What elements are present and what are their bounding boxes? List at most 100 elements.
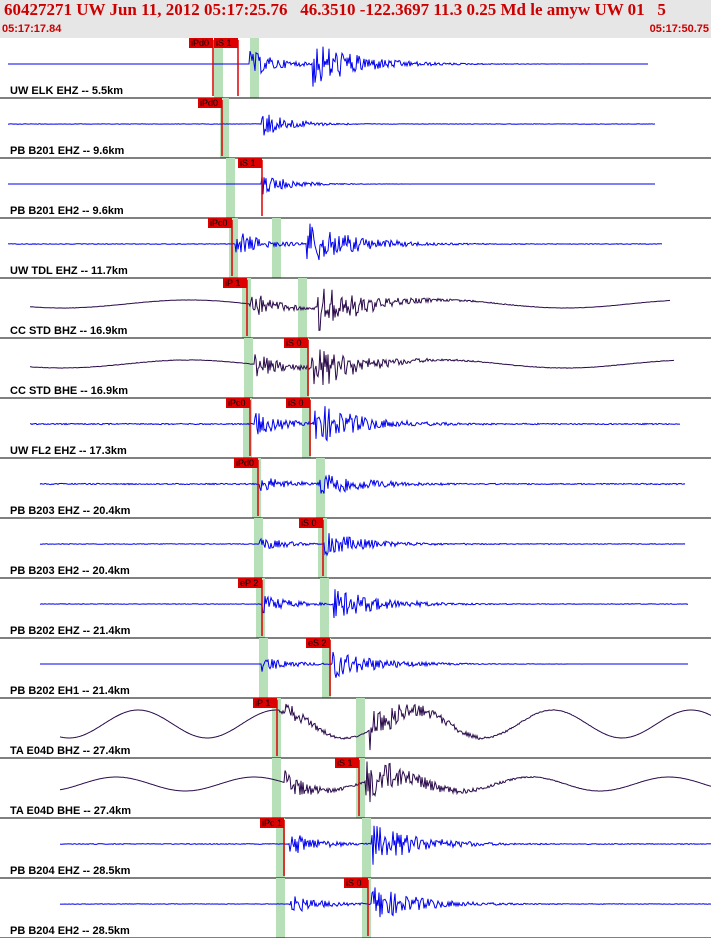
- pick-label: eS 2: [308, 638, 327, 648]
- waveform-trace: [59, 761, 711, 803]
- station-label: PB B201 EH2 -- 9.6km: [10, 205, 124, 217]
- trace-row[interactable]: iPd0 PB B201 EHZ -- 9.6km: [0, 98, 711, 159]
- pick-window: [322, 638, 331, 698]
- pick-window: [229, 218, 238, 278]
- pick-window: [214, 38, 223, 98]
- waveform-trace: [30, 406, 681, 442]
- pick-window: [276, 878, 285, 938]
- trace-row[interactable]: iPc0 UW TDL EHZ -- 11.7km: [0, 218, 711, 279]
- end-time-label: 05:17:50.75: [649, 23, 709, 35]
- pick-label-box[interactable]: [226, 398, 250, 408]
- start-time-label: 05:17:17.84: [2, 23, 62, 35]
- trace-row[interactable]: iPd0 PB B203 EHZ -- 20.4km: [0, 458, 711, 519]
- pick-label-box[interactable]: [306, 638, 330, 648]
- trace-row[interactable]: iPc 1 PB B204 EHZ -- 28.5km: [0, 818, 711, 879]
- waveform-trace: [8, 46, 648, 87]
- station-label: PB B201 EHZ -- 9.6km: [10, 145, 125, 157]
- station-label: CC STD BHE -- 16.9km: [10, 385, 128, 397]
- trace-row[interactable]: iP 1 TA E04D BHZ -- 27.4km: [0, 698, 711, 759]
- waveform-trace: [8, 114, 656, 136]
- pick-label-box[interactable]: [344, 878, 368, 888]
- seismogram-panel[interactable]: iPd0 iS 1 UW ELK EHZ -- 5.5km iPd0 PB B201 E…: [0, 38, 711, 938]
- trace-row[interactable]: iS 1 TA E04D BHE -- 27.4km: [0, 758, 711, 819]
- waveform-trace: [29, 349, 675, 386]
- pick-label: iS 0: [346, 878, 362, 888]
- pick-window: [272, 218, 281, 278]
- pick-label-box[interactable]: [223, 278, 247, 288]
- station-label: PB B203 EH2 -- 20.4km: [10, 565, 130, 577]
- pick-window: [254, 518, 263, 578]
- pick-window: [356, 758, 365, 818]
- pick-label: iS 1: [216, 38, 232, 48]
- pick-window: [226, 158, 235, 218]
- pick-label-box[interactable]: [260, 818, 284, 828]
- trace-row[interactable]: iS 1 PB B201 EH2 -- 9.6km: [0, 158, 711, 219]
- pick-label: iS 0: [301, 518, 317, 528]
- event-title: 60427271 UW Jun 11, 2012 05:17:25.76 46.…: [4, 0, 666, 19]
- pick-window: [252, 458, 261, 518]
- pick-window: [220, 98, 229, 158]
- trace-row[interactable]: iS 0 CC STD BHE -- 16.9km: [0, 338, 711, 399]
- pick-label-box[interactable]: [198, 98, 222, 108]
- pick-window: [300, 338, 309, 398]
- pick-label: iS 0: [288, 398, 304, 408]
- pick-window: [320, 578, 329, 638]
- station-label: PB B203 EHZ -- 20.4km: [10, 505, 131, 517]
- trace-row[interactable]: iPd0 iS 1 UW ELK EHZ -- 5.5km: [0, 38, 711, 99]
- pick-label-box[interactable]: [208, 218, 232, 228]
- station-label: UW ELK EHZ -- 5.5km: [10, 85, 123, 97]
- waveform-trace: [39, 533, 686, 557]
- pick-window: [256, 578, 265, 638]
- trace-row[interactable]: iPc0 iS 0 UW FL2 EHZ -- 17.3km: [0, 398, 711, 459]
- trace-row[interactable]: iS 0 PB B204 EH2 -- 28.5km: [0, 878, 711, 938]
- pick-label: iP 1: [255, 698, 270, 708]
- waveform-trace: [40, 651, 688, 678]
- station-label: PB B204 EH2 -- 28.5km: [10, 925, 130, 937]
- station-label: PB B202 EHZ -- 21.4km: [10, 625, 131, 637]
- pick-window: [244, 338, 253, 398]
- pick-label-box[interactable]: [253, 698, 277, 708]
- pick-label-box[interactable]: [238, 578, 262, 588]
- station-label: PB B204 EHZ -- 28.5km: [10, 865, 131, 877]
- trace-row[interactable]: iS 0 PB B203 EH2 -- 20.4km: [0, 518, 711, 579]
- pick-label: eP 2: [240, 578, 258, 588]
- pick-window: [259, 638, 268, 698]
- waveform-trace: [39, 589, 689, 619]
- pick-label-box[interactable]: [286, 398, 310, 408]
- pick-label: iS 1: [240, 158, 256, 168]
- waveform-trace: [8, 176, 655, 195]
- station-label: TA E04D BHZ -- 27.4km: [10, 745, 131, 757]
- station-label: CC STD BHZ -- 16.9km: [10, 325, 128, 337]
- header-bar: 60427271 UW Jun 11, 2012 05:17:25.76 46.…: [0, 0, 711, 38]
- waveform-trace: [7, 223, 663, 261]
- pick-label-box[interactable]: [234, 458, 258, 468]
- pick-window: [272, 758, 281, 818]
- pick-window: [302, 398, 311, 458]
- pick-label-box[interactable]: [214, 38, 238, 48]
- pick-label-box[interactable]: [299, 518, 323, 528]
- pick-label-box[interactable]: [284, 338, 308, 348]
- trace-row[interactable]: eP 2 PB B202 EHZ -- 21.4km: [0, 578, 711, 639]
- station-label: UW TDL EHZ -- 11.7km: [10, 265, 128, 277]
- pick-window: [356, 698, 365, 758]
- waveform-trace: [59, 825, 711, 865]
- trace-row[interactable]: iP 1 CC STD BHZ -- 16.9km: [0, 278, 711, 339]
- trace-row[interactable]: eS 2 PB B202 EH1 -- 21.4km: [0, 638, 711, 699]
- pick-label-box[interactable]: [189, 38, 213, 48]
- pick-label: iPc 1: [262, 818, 282, 828]
- waveform-trace: [29, 288, 671, 332]
- pick-window: [362, 878, 371, 938]
- station-label: PB B202 EH1 -- 21.4km: [10, 685, 130, 697]
- pick-label: iS 1: [337, 758, 353, 768]
- pick-label: iPc0: [210, 218, 228, 228]
- station-label: UW FL2 EHZ -- 17.3km: [10, 445, 127, 457]
- pick-label-box[interactable]: [238, 158, 262, 168]
- pick-label: iPd0: [236, 458, 254, 468]
- pick-window: [243, 398, 252, 458]
- station-label: TA E04D BHE -- 27.4km: [10, 805, 131, 817]
- pick-label: iP 1: [225, 278, 240, 288]
- pick-window: [276, 818, 285, 878]
- pick-label: iS 0: [286, 338, 302, 348]
- pick-label-box[interactable]: [335, 758, 359, 768]
- waveform-trace: [39, 474, 686, 494]
